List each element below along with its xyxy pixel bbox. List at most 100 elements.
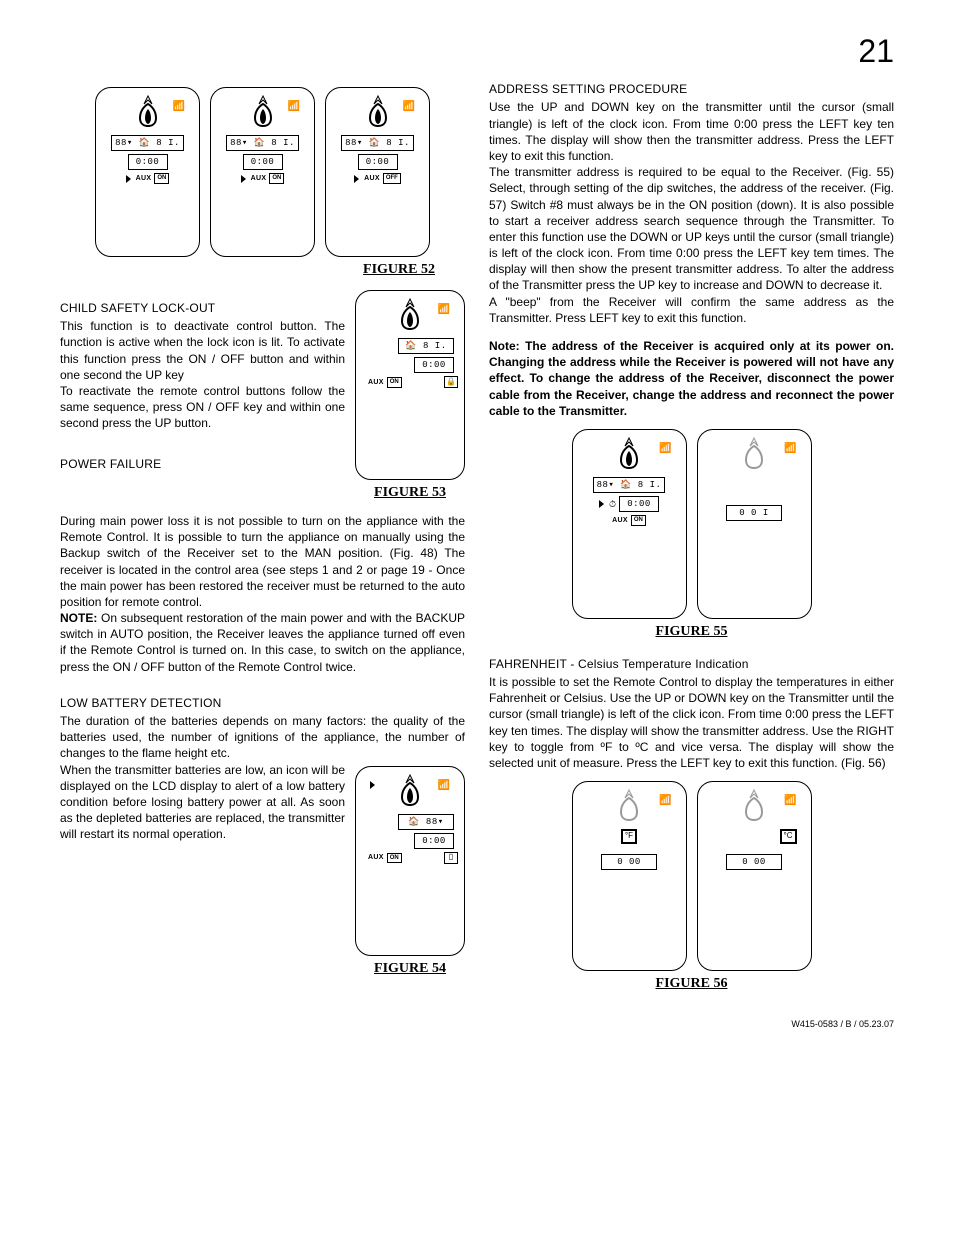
clock-row: ⏱ 0:00	[599, 496, 659, 512]
off-indicator: OFF	[383, 173, 401, 183]
flame-icon	[243, 94, 283, 128]
two-column-layout: 📶 88▾ 🏠 8 I. 0:00 AUX ON	[60, 81, 894, 1000]
child-safety-section: 📶 🏠 8 I. 0:00 AUX ON 🔒 FIGURE 53 CHILD S…	[60, 286, 465, 513]
remote-diagram: 📶 0 0 I	[697, 429, 812, 619]
aux-label: AUX	[368, 853, 384, 862]
unit-c-badge: °C	[780, 829, 797, 844]
remote-diagram: 📶 🏠 8 I. 0:00 AUX ON 🔒	[355, 290, 465, 480]
flame-icon	[358, 94, 398, 128]
battery-icon: ▯	[444, 852, 458, 864]
remote-diagram: 📶 88▾ 🏠 8 I. 0:00 AUX OFF	[325, 87, 430, 257]
figure-55-caption: FIGURE 55	[489, 623, 894, 642]
page-number: 21	[60, 30, 894, 73]
lcd-time-row: 0:00	[358, 154, 398, 170]
cursor-icon	[599, 500, 604, 508]
remote-diagram: 📶 88▾ 🏠 8 I. 0:00 AUX ON	[95, 87, 200, 257]
signal-icon: 📶	[403, 102, 415, 112]
low-battery-heading: LOW BATTERY DETECTION	[60, 695, 465, 711]
signal-icon: 📶	[659, 444, 671, 454]
on-indicator: ON	[269, 173, 284, 183]
figure-52-caption: FIGURE 52	[60, 261, 465, 280]
on-indicator: ON	[631, 515, 646, 525]
lcd-address-row: 0 0 I	[726, 505, 782, 521]
aux-row: AUX ON	[612, 515, 646, 525]
body-text: It is possible to set the Remote Control…	[489, 674, 894, 771]
left-column: 📶 88▾ 🏠 8 I. 0:00 AUX ON	[60, 81, 465, 1000]
signal-icon: 📶	[288, 102, 300, 112]
figure-55: 📶 88▾ 🏠 8 I. ⏱ 0:00 AUX ON	[489, 429, 894, 619]
aux-row: AUX ON	[126, 173, 170, 183]
figure-56: 📶 °F 0 00 📶 °C 0 00	[489, 781, 894, 971]
figure-54: 📶 🏠 88▾ 0:00 AUX ON ▯ FIGURE 54	[355, 766, 465, 985]
cursor-icon	[370, 781, 375, 789]
lcd-time-row: 0:00	[243, 154, 283, 170]
address-note: Note: The address of the Receiver is acq…	[489, 338, 894, 419]
body-text: A "beep" from the Receiver will confirm …	[489, 294, 894, 326]
body-text: During main power loss it is not possibl…	[60, 513, 465, 610]
lcd-time-row: 0:00	[128, 154, 168, 170]
aux-label: AUX	[612, 516, 628, 525]
lock-icon: 🔒	[444, 376, 458, 388]
flame-icon	[390, 773, 430, 807]
lcd-time-row: 0:00	[619, 496, 659, 512]
aux-label: AUX	[368, 378, 384, 387]
low-battery-section: The duration of the batteries depends on…	[60, 713, 465, 988]
lcd-temp-row: 🏠 88▾	[398, 814, 454, 830]
lcd-time-row: 0:00	[414, 833, 454, 849]
flame-outline-icon	[734, 788, 774, 822]
remote-diagram: 📶 🏠 88▾ 0:00 AUX ON ▯	[355, 766, 465, 956]
on-indicator: ON	[387, 377, 402, 387]
on-indicator: ON	[387, 853, 402, 863]
aux-row: AUX ON	[241, 173, 285, 183]
lcd-time-row: 0:00	[414, 357, 454, 373]
note-body: On subsequent restoration of the main po…	[60, 611, 465, 674]
signal-icon: 📶	[173, 102, 185, 112]
cursor-icon	[354, 175, 359, 183]
aux-row: AUX ON ▯	[362, 852, 458, 864]
remote-diagram: 📶 °F 0 00	[572, 781, 687, 971]
lcd-temp-row: 88▾ 🏠 8 I.	[111, 135, 184, 151]
flame-outline-icon	[609, 788, 649, 822]
cursor-icon	[126, 175, 131, 183]
aux-label: AUX	[136, 174, 152, 183]
signal-icon: 📶	[438, 781, 450, 791]
figure-53-caption: FIGURE 53	[355, 484, 465, 503]
figure-53: 📶 🏠 8 I. 0:00 AUX ON 🔒 FIGURE 53	[355, 290, 465, 509]
signal-icon: 📶	[659, 796, 671, 806]
clock-icon: ⏱	[609, 498, 616, 510]
address-heading: ADDRESS SETTING PROCEDURE	[489, 81, 894, 97]
aux-label: AUX	[251, 174, 267, 183]
lcd-value-row: 0 00	[726, 854, 782, 870]
right-column: ADDRESS SETTING PROCEDURE Use the UP and…	[489, 81, 894, 1000]
lcd-temp-row: 88▾ 🏠 8 I.	[226, 135, 299, 151]
signal-icon: 📶	[784, 796, 796, 806]
body-text: The transmitter address is required to b…	[489, 164, 894, 294]
lcd-temp-row: 88▾ 🏠 8 I.	[593, 477, 666, 493]
aux-label: AUX	[364, 174, 380, 183]
flame-icon	[128, 94, 168, 128]
figure-56-caption: FIGURE 56	[489, 975, 894, 994]
page-footer: W415-0583 / B / 05.23.07	[60, 1018, 894, 1030]
lcd-value-row: 0 00	[601, 854, 657, 870]
cursor-icon	[241, 175, 246, 183]
body-text: NOTE: On subsequent restoration of the m…	[60, 610, 465, 675]
flame-icon	[609, 436, 649, 470]
remote-diagram: 📶 88▾ 🏠 8 I. 0:00 AUX ON	[210, 87, 315, 257]
body-text: Use the UP and DOWN key on the transmitt…	[489, 99, 894, 164]
flame-icon	[390, 297, 430, 331]
unit-f-badge: °F	[621, 829, 637, 844]
remote-diagram: 📶 °C 0 00	[697, 781, 812, 971]
figure-52: 📶 88▾ 🏠 8 I. 0:00 AUX ON	[60, 87, 465, 257]
note-label: NOTE:	[60, 611, 97, 625]
signal-icon: 📶	[438, 305, 450, 315]
aux-row: AUX ON 🔒	[362, 376, 458, 388]
remote-diagram: 📶 88▾ 🏠 8 I. ⏱ 0:00 AUX ON	[572, 429, 687, 619]
fahrenheit-heading: FAHRENHEIT - Celsius Temperature Indicat…	[489, 656, 894, 672]
flame-outline-icon	[734, 436, 774, 470]
signal-icon: 📶	[784, 444, 796, 454]
lcd-temp-row: 88▾ 🏠 8 I.	[341, 135, 414, 151]
body-text: The duration of the batteries depends on…	[60, 713, 465, 762]
lcd-temp-row: 🏠 8 I.	[398, 338, 454, 354]
aux-row: AUX OFF	[354, 173, 401, 183]
on-indicator: ON	[154, 173, 169, 183]
